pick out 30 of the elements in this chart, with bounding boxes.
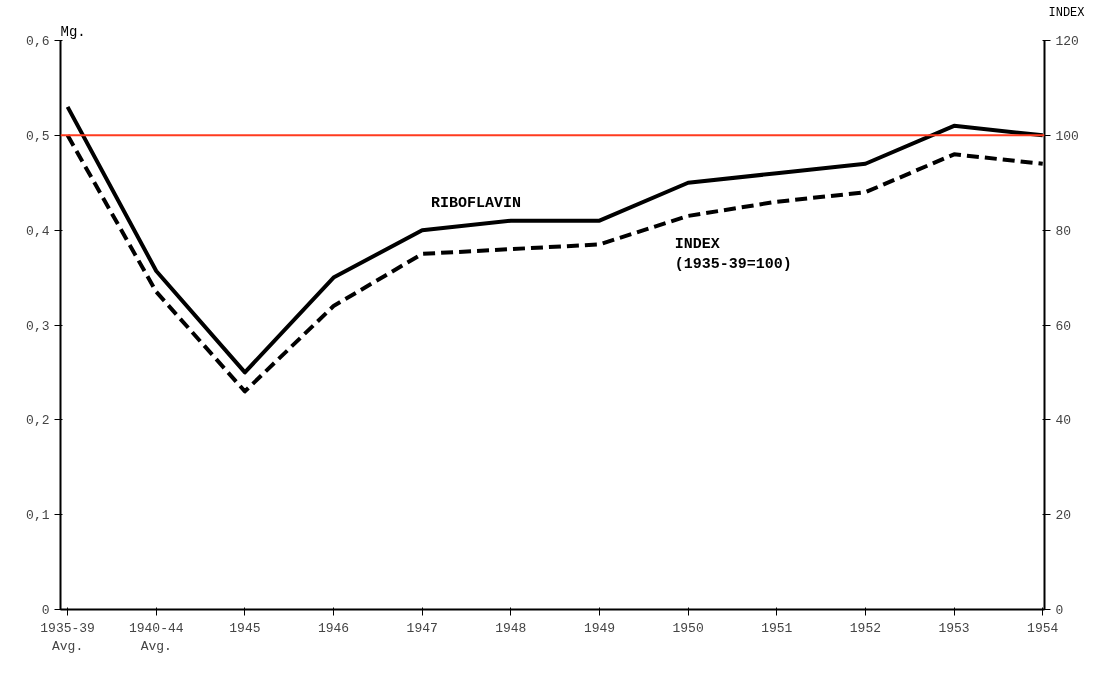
y2-tick-label: 0	[1055, 603, 1064, 618]
y-tick-label: 0,5	[26, 128, 50, 144]
y-tick-label: 0,6	[26, 34, 50, 49]
y-tick-label: 0,3	[26, 318, 50, 334]
y-tick-label: 0,2	[26, 413, 50, 429]
y2-tick-label: 60	[1055, 318, 1072, 334]
y2-tick-label: 80	[1055, 223, 1072, 239]
x-tick-label: 1940-44 Avg.	[128, 620, 184, 654]
x-tick-label: 1950	[672, 620, 704, 636]
y2-tick-label: 100	[1055, 128, 1079, 144]
x-tick-label: 1947	[406, 620, 438, 636]
x-tick-label: 1949	[583, 620, 616, 636]
y2-tick-label: 20	[1055, 508, 1072, 524]
y2-axis-title: INDEX	[1048, 5, 1085, 20]
y2-tick-label: 40	[1055, 413, 1072, 429]
series-label: RIBOFLAVIN	[431, 195, 522, 213]
x-tick-label: 1953	[938, 620, 970, 636]
y-tick-label: 0,1	[26, 508, 50, 524]
y-axis-title: Mg.	[60, 23, 86, 40]
y-tick-label: 0,4	[26, 223, 50, 239]
x-tick-label: 1952	[849, 620, 882, 636]
x-tick-label: 1945	[229, 620, 261, 636]
x-tick-label: 1954	[1027, 620, 1059, 636]
y-tick-label: 0	[41, 603, 50, 618]
series-label: INDEX (1935-39=100)	[674, 235, 792, 274]
x-tick-label: 1946	[317, 620, 350, 636]
x-tick-label: 1951	[761, 620, 793, 636]
x-tick-label: 1935-39 Avg.	[40, 620, 95, 654]
y2-tick-label: 120	[1055, 34, 1079, 49]
x-tick-label: 1948	[495, 620, 527, 636]
